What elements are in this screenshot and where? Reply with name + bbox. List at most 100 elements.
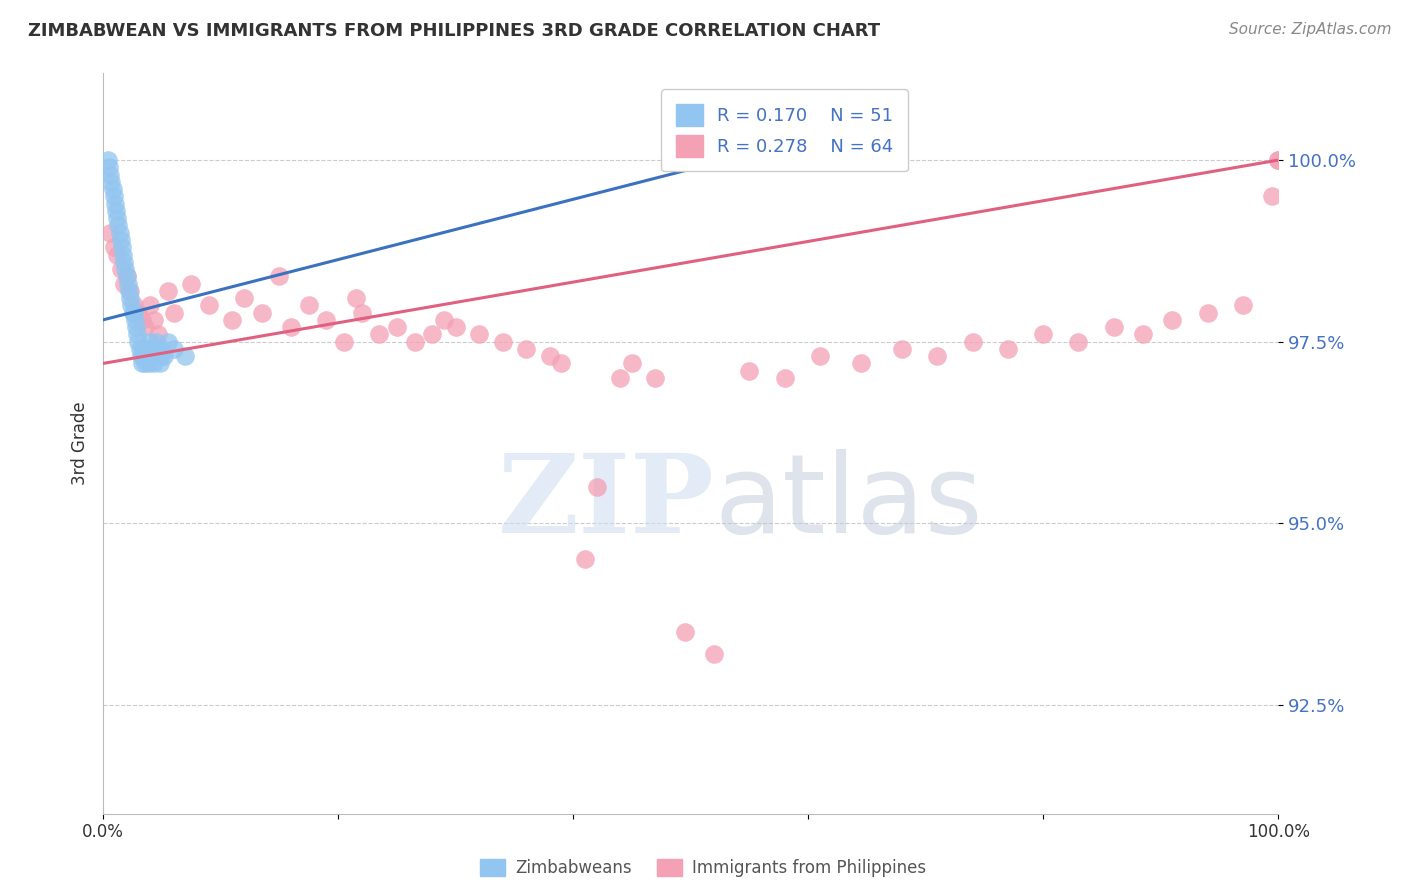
Point [103, 189, 125, 203]
Point [112, 254, 135, 268]
Point [1032, 327, 1054, 342]
Point [134, 356, 156, 370]
Point [250, 305, 273, 319]
Point [115, 269, 138, 284]
Point [997, 342, 1019, 356]
Point [115, 269, 138, 284]
Point [114, 262, 136, 277]
Legend: R = 0.170    N = 51, R = 0.278    N = 64: R = 0.170 N = 51, R = 0.278 N = 64 [661, 89, 908, 171]
Point [100, 175, 122, 189]
Point [156, 334, 179, 349]
Point [131, 313, 153, 327]
Point [127, 305, 149, 319]
Point [150, 342, 173, 356]
Point [142, 356, 165, 370]
Point [127, 334, 149, 349]
Point [849, 356, 872, 370]
Point [444, 320, 467, 334]
Point [368, 327, 391, 342]
Point [644, 371, 666, 385]
Point [738, 364, 761, 378]
Y-axis label: 3rd Grade: 3rd Grade [72, 401, 89, 485]
Point [221, 313, 243, 327]
Point [136, 349, 159, 363]
Point [1161, 313, 1184, 327]
Point [117, 277, 139, 291]
Point [112, 247, 135, 261]
Point [146, 349, 169, 363]
Point [433, 313, 456, 327]
Point [118, 284, 141, 298]
Point [141, 349, 163, 363]
Point [156, 284, 179, 298]
Point [149, 349, 172, 363]
Point [703, 647, 725, 661]
Point [550, 356, 572, 370]
Point [97, 153, 120, 167]
Point [1067, 334, 1090, 349]
Point [574, 552, 596, 566]
Point [139, 298, 162, 312]
Point [148, 327, 170, 342]
Point [120, 284, 142, 298]
Point [125, 320, 148, 334]
Point [134, 349, 156, 363]
Point [107, 219, 129, 233]
Point [344, 291, 367, 305]
Point [269, 269, 291, 284]
Point [962, 334, 984, 349]
Point [139, 334, 162, 349]
Point [333, 334, 356, 349]
Point [108, 226, 131, 240]
Point [538, 349, 561, 363]
Point [773, 371, 796, 385]
Point [280, 320, 302, 334]
Point [141, 342, 163, 356]
Point [138, 356, 160, 370]
Point [142, 313, 165, 327]
Point [420, 327, 443, 342]
Text: atlas: atlas [714, 449, 983, 556]
Point [120, 298, 142, 312]
Point [1232, 298, 1254, 312]
Point [174, 349, 197, 363]
Point [103, 240, 125, 254]
Point [132, 342, 155, 356]
Point [110, 262, 132, 277]
Point [162, 305, 184, 319]
Point [143, 342, 166, 356]
Point [180, 277, 202, 291]
Text: Source: ZipAtlas.com: Source: ZipAtlas.com [1229, 22, 1392, 37]
Point [927, 349, 949, 363]
Point [1132, 327, 1154, 342]
Point [111, 240, 134, 254]
Point [891, 342, 914, 356]
Point [104, 196, 127, 211]
Point [1102, 320, 1125, 334]
Point [350, 305, 373, 319]
Point [131, 356, 153, 370]
Point [162, 342, 184, 356]
Point [620, 356, 643, 370]
Point [468, 327, 491, 342]
Point [129, 349, 152, 363]
Point [120, 291, 142, 305]
Point [404, 334, 426, 349]
Point [233, 291, 256, 305]
Point [105, 203, 128, 218]
Point [98, 226, 121, 240]
Point [110, 233, 132, 247]
Point [515, 342, 537, 356]
Point [148, 356, 170, 370]
Point [298, 298, 321, 312]
Point [1261, 189, 1284, 203]
Point [122, 298, 145, 312]
Point [808, 349, 831, 363]
Point [145, 334, 167, 349]
Point [112, 277, 135, 291]
Point [134, 320, 156, 334]
Point [609, 371, 631, 385]
Point [153, 349, 176, 363]
Point [98, 161, 121, 175]
Point [121, 305, 143, 319]
